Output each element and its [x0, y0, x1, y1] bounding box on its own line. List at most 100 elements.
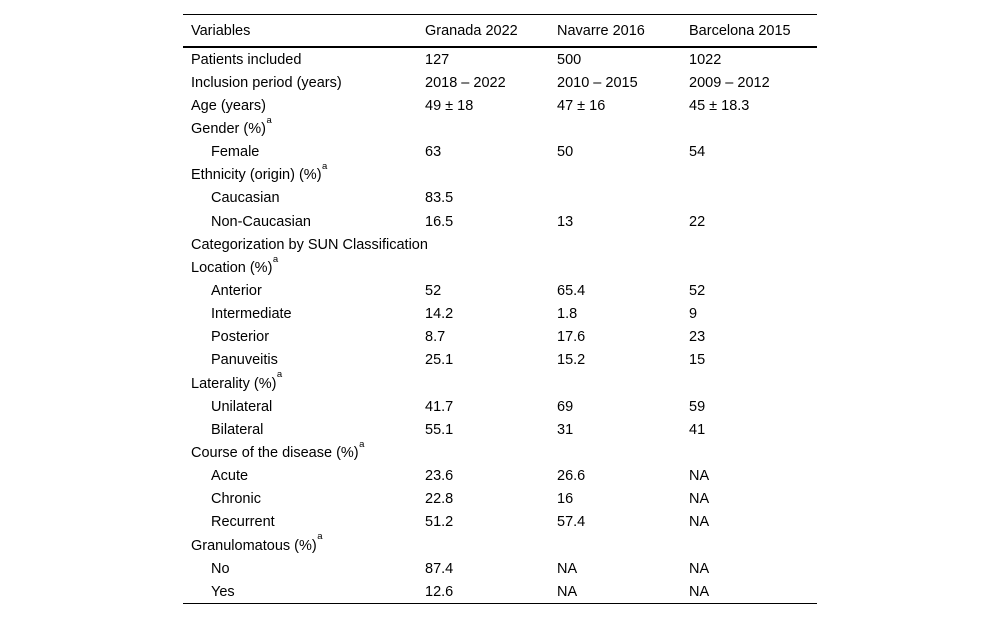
row-label: Ethnicity (origin) (%)a: [191, 160, 328, 184]
cell-value: NA: [689, 468, 710, 485]
table-row: Anterior 52 65.4 52: [183, 279, 817, 302]
row-label: Intermediate: [211, 306, 292, 323]
footnote-marker: a: [317, 531, 323, 543]
row-label: Age (years): [191, 97, 266, 114]
cell-value: 2010 – 2015: [557, 74, 638, 91]
cell-value: 83.5: [425, 190, 454, 207]
cell-value: 16: [557, 491, 574, 508]
cell-value: 500: [557, 51, 582, 68]
row-label: Caucasian: [211, 190, 280, 207]
row-label: Female: [211, 144, 260, 161]
cell-value: NA: [689, 491, 710, 508]
table-row: Granulomatous (%)a: [183, 531, 817, 557]
cell-value: 49 ± 18: [425, 97, 474, 114]
table-row: Posterior 8.7 17.6 23: [183, 326, 817, 349]
row-label: No: [211, 560, 230, 577]
cell-value: 87.4: [425, 560, 454, 577]
column-header-granada-2022: Granada 2022: [425, 22, 518, 39]
cell-value: NA: [557, 560, 578, 577]
cell-value: 9: [689, 306, 698, 323]
cell-value: 52: [689, 282, 706, 299]
cell-value: 69: [557, 398, 574, 415]
cell-value: 127: [425, 51, 450, 68]
row-label: Location (%)a: [191, 253, 279, 276]
cohort-comparison-table: Variables Granada 2022 Navarre 2016 Barc…: [183, 14, 817, 605]
row-label: Bilateral: [211, 421, 264, 438]
cell-value: 31: [557, 421, 574, 438]
cell-value: 25.1: [425, 352, 454, 369]
table-row: Gender (%)a: [183, 114, 817, 140]
cell-value: 1.8: [557, 306, 578, 323]
cell-value: 2009 – 2012: [689, 74, 770, 91]
footnote-marker: a: [276, 369, 283, 381]
row-label: Granulomatous (%)a: [191, 531, 323, 554]
cell-value: 52: [425, 282, 442, 299]
row-label: Course of the disease (%)a: [191, 438, 365, 461]
table-row: Chronic 22.8 16 NA: [183, 488, 817, 511]
cell-value: 54: [689, 144, 706, 161]
table-row: Female 63 50 54: [183, 141, 817, 164]
table-row: Bilateral 55.1 31 41: [183, 418, 817, 441]
cell-value: 47 ± 16: [557, 97, 606, 114]
cell-value: 23.6: [425, 468, 454, 485]
cell-value: 50: [557, 144, 574, 161]
cell-value: 16.5: [425, 213, 454, 230]
cell-value: 22: [689, 213, 706, 230]
row-label: Non-Caucasian: [211, 213, 311, 230]
row-label: Laterality (%)a: [191, 369, 283, 392]
footnote-marker: a: [322, 160, 328, 172]
cell-value: 41: [689, 421, 706, 438]
table-row: Yes 12.6 NA NA: [183, 580, 817, 603]
cell-value: NA: [557, 583, 578, 600]
footnote-marker: a: [266, 114, 272, 126]
column-header-barcelona-2015: Barcelona 2015: [689, 22, 791, 39]
table-row: Age (years) 49 ± 18 47 ± 16 45 ± 18.3: [183, 94, 817, 117]
table-row: Acute 23.6 26.6 NA: [183, 465, 817, 488]
row-label: Patients included: [191, 51, 302, 68]
cell-value: 12.6: [425, 583, 454, 600]
table-row: Ethnicity (origin) (%)a: [183, 160, 817, 187]
row-label: Yes: [211, 583, 235, 600]
cell-value: 41.7: [425, 398, 454, 415]
row-label: Anterior: [211, 282, 262, 299]
footnote-marker: a: [272, 253, 279, 265]
cell-value: 17.6: [557, 329, 586, 346]
cell-value: 14.2: [425, 306, 454, 323]
cell-value: NA: [689, 583, 710, 600]
cell-value: 51.2: [425, 514, 454, 531]
cell-value: NA: [689, 514, 710, 531]
table-header-row: Variables Granada 2022 Navarre 2016 Barc…: [183, 15, 817, 48]
cell-value: 22.8: [425, 491, 454, 508]
cell-value: 63: [425, 144, 442, 161]
table-row: Recurrent 51.2 57.4 NA: [183, 511, 817, 534]
cell-value: 15.2: [557, 352, 586, 369]
cell-value: 55.1: [425, 421, 454, 438]
cell-value: 57.4: [557, 514, 586, 531]
table-row: Laterality (%)a: [183, 369, 817, 395]
cell-value: 65.4: [557, 282, 586, 299]
cell-value: 45 ± 18.3: [689, 97, 750, 114]
table-row: Caucasian 83.5: [183, 187, 817, 210]
cell-value: NA: [689, 560, 710, 577]
table-row: Categorization by SUN Classification: [183, 233, 817, 256]
column-header-variables: Variables: [191, 22, 251, 39]
row-label: Inclusion period (years): [191, 74, 342, 91]
table-row: Location (%)a: [183, 253, 817, 279]
row-label: Categorization by SUN Classification: [191, 236, 428, 253]
cell-value: 13: [557, 213, 574, 230]
cell-value: 59: [689, 398, 706, 415]
table-row: Intermediate 14.2 1.8 9: [183, 303, 817, 326]
table-body: Patients included 127 500 1022 Inclusion per…: [183, 48, 817, 603]
row-label: Recurrent: [211, 514, 275, 531]
row-label: Acute: [211, 468, 249, 485]
table-row: Unilateral 41.7 69 59: [183, 395, 817, 418]
table-row: Course of the disease (%)a: [183, 438, 817, 464]
footnote-marker: a: [359, 438, 365, 450]
row-label: Chronic: [211, 491, 261, 508]
cell-value: 15: [689, 352, 706, 369]
cell-value: 1022: [689, 51, 722, 68]
table-row: Non-Caucasian 16.5 13 22: [183, 210, 817, 233]
cell-value: 26.6: [557, 468, 586, 485]
table-row: Patients included 127 500 1022: [183, 48, 817, 71]
